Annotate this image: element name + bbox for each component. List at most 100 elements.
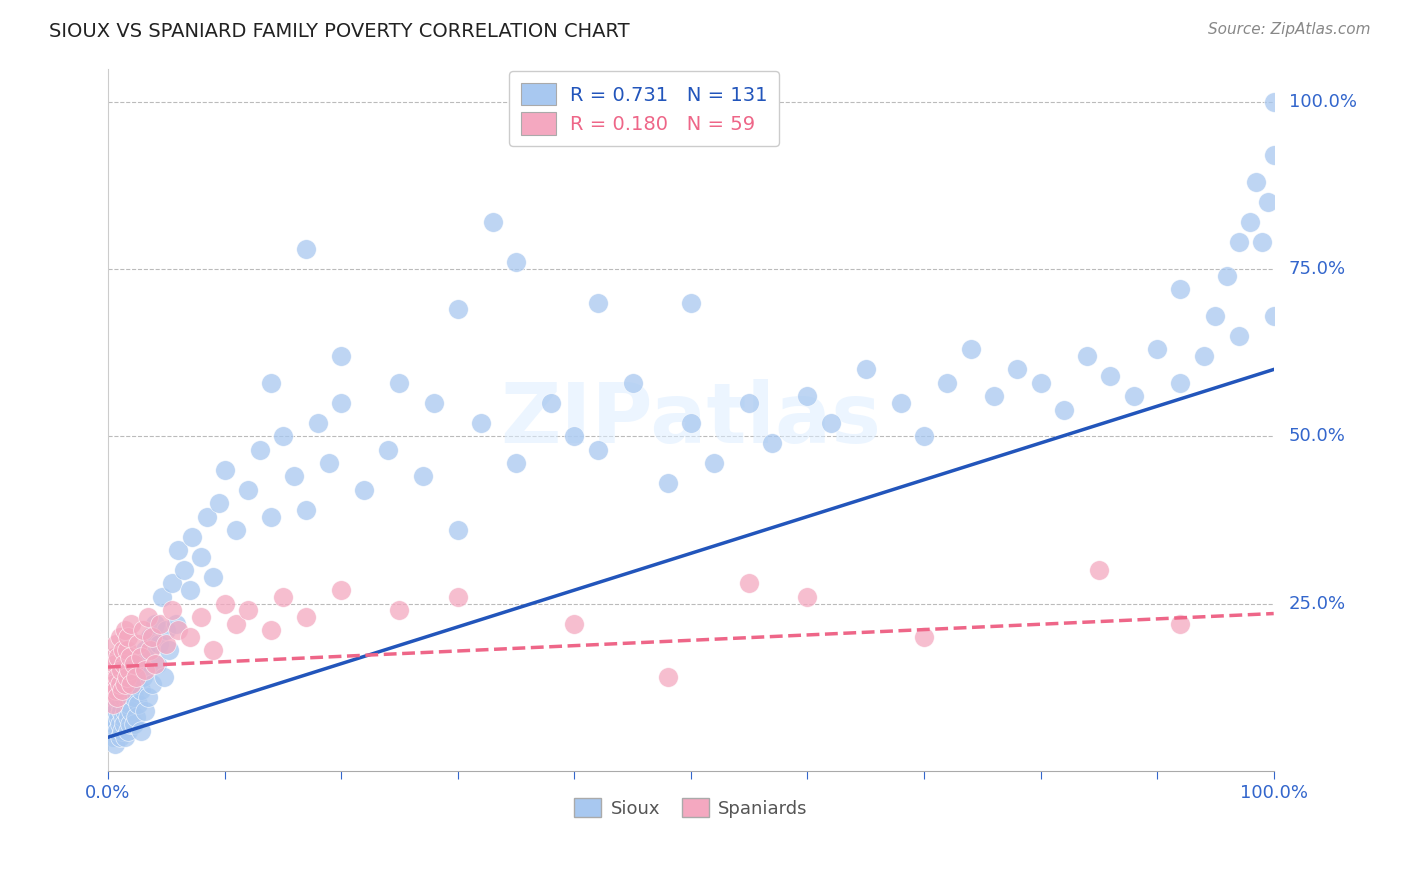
Point: [134, 664, 156, 678]
Point: [195, 509, 218, 524]
Point: [738, 576, 761, 591]
Point: [1227, 235, 1250, 250]
Point: [112, 657, 135, 671]
Point: [141, 630, 163, 644]
Point: [108, 630, 131, 644]
Point: [271, 590, 294, 604]
Point: [111, 664, 134, 678]
Point: [1170, 376, 1192, 390]
Point: [120, 683, 142, 698]
Point: [108, 731, 131, 745]
Point: [295, 610, 318, 624]
Point: [100, 664, 122, 678]
Point: [621, 376, 644, 390]
Point: [153, 670, 176, 684]
Point: [1216, 268, 1239, 283]
Point: [1053, 402, 1076, 417]
Point: [796, 590, 818, 604]
Point: [143, 616, 166, 631]
Point: [1170, 616, 1192, 631]
Point: [796, 389, 818, 403]
Point: [139, 630, 162, 644]
Point: [1192, 349, 1215, 363]
Point: [115, 670, 138, 684]
Point: [330, 583, 353, 598]
Point: [110, 704, 132, 718]
Point: [173, 563, 195, 577]
Point: [103, 717, 125, 731]
Point: [139, 643, 162, 657]
Point: [190, 549, 212, 564]
Point: [1257, 195, 1279, 210]
Point: [136, 690, 159, 705]
Point: [112, 643, 135, 657]
Point: [118, 697, 141, 711]
Point: [330, 349, 353, 363]
Legend: Sioux, Spaniards: Sioux, Spaniards: [567, 791, 814, 825]
Point: [101, 697, 124, 711]
Point: [388, 376, 411, 390]
Point: [98, 683, 121, 698]
Point: [679, 295, 702, 310]
Point: [447, 302, 470, 317]
Point: [98, 723, 121, 738]
Point: [179, 630, 201, 644]
Point: [936, 376, 959, 390]
Text: Source: ZipAtlas.com: Source: ZipAtlas.com: [1208, 22, 1371, 37]
Point: [103, 650, 125, 665]
Text: SIOUX VS SPANIARD FAMILY POVERTY CORRELATION CHART: SIOUX VS SPANIARD FAMILY POVERTY CORRELA…: [49, 22, 630, 41]
Point: [122, 690, 145, 705]
Point: [107, 710, 129, 724]
Point: [167, 624, 190, 638]
Point: [107, 650, 129, 665]
Point: [260, 509, 283, 524]
Point: [761, 436, 783, 450]
Point: [110, 664, 132, 678]
Point: [1227, 329, 1250, 343]
Point: [447, 590, 470, 604]
Point: [127, 697, 149, 711]
Point: [1239, 215, 1261, 229]
Point: [155, 637, 177, 651]
Point: [160, 576, 183, 591]
Point: [353, 483, 375, 497]
Point: [125, 677, 148, 691]
Point: [103, 677, 125, 691]
Point: [307, 416, 329, 430]
Point: [481, 215, 503, 229]
Point: [114, 704, 136, 718]
Point: [120, 704, 142, 718]
Point: [1088, 563, 1111, 577]
Point: [101, 731, 124, 745]
Point: [505, 456, 527, 470]
Point: [117, 630, 139, 644]
Point: [108, 677, 131, 691]
Point: [586, 442, 609, 457]
Point: [1146, 343, 1168, 357]
Point: [1263, 309, 1285, 323]
Point: [562, 429, 585, 443]
Point: [657, 476, 679, 491]
Point: [125, 710, 148, 724]
Point: [127, 657, 149, 671]
Point: [208, 496, 231, 510]
Point: [114, 677, 136, 691]
Point: [377, 442, 399, 457]
Point: [190, 610, 212, 624]
Point: [260, 624, 283, 638]
Point: [738, 396, 761, 410]
Point: [112, 710, 135, 724]
Point: [586, 295, 609, 310]
Point: [105, 683, 128, 698]
Point: [470, 416, 492, 430]
Point: [100, 710, 122, 724]
Point: [1251, 235, 1274, 250]
Point: [105, 670, 128, 684]
Point: [703, 456, 725, 470]
Point: [120, 616, 142, 631]
Point: [134, 704, 156, 718]
Point: [236, 603, 259, 617]
Text: 50.0%: 50.0%: [1289, 427, 1346, 445]
Point: [160, 603, 183, 617]
Point: [165, 616, 187, 631]
